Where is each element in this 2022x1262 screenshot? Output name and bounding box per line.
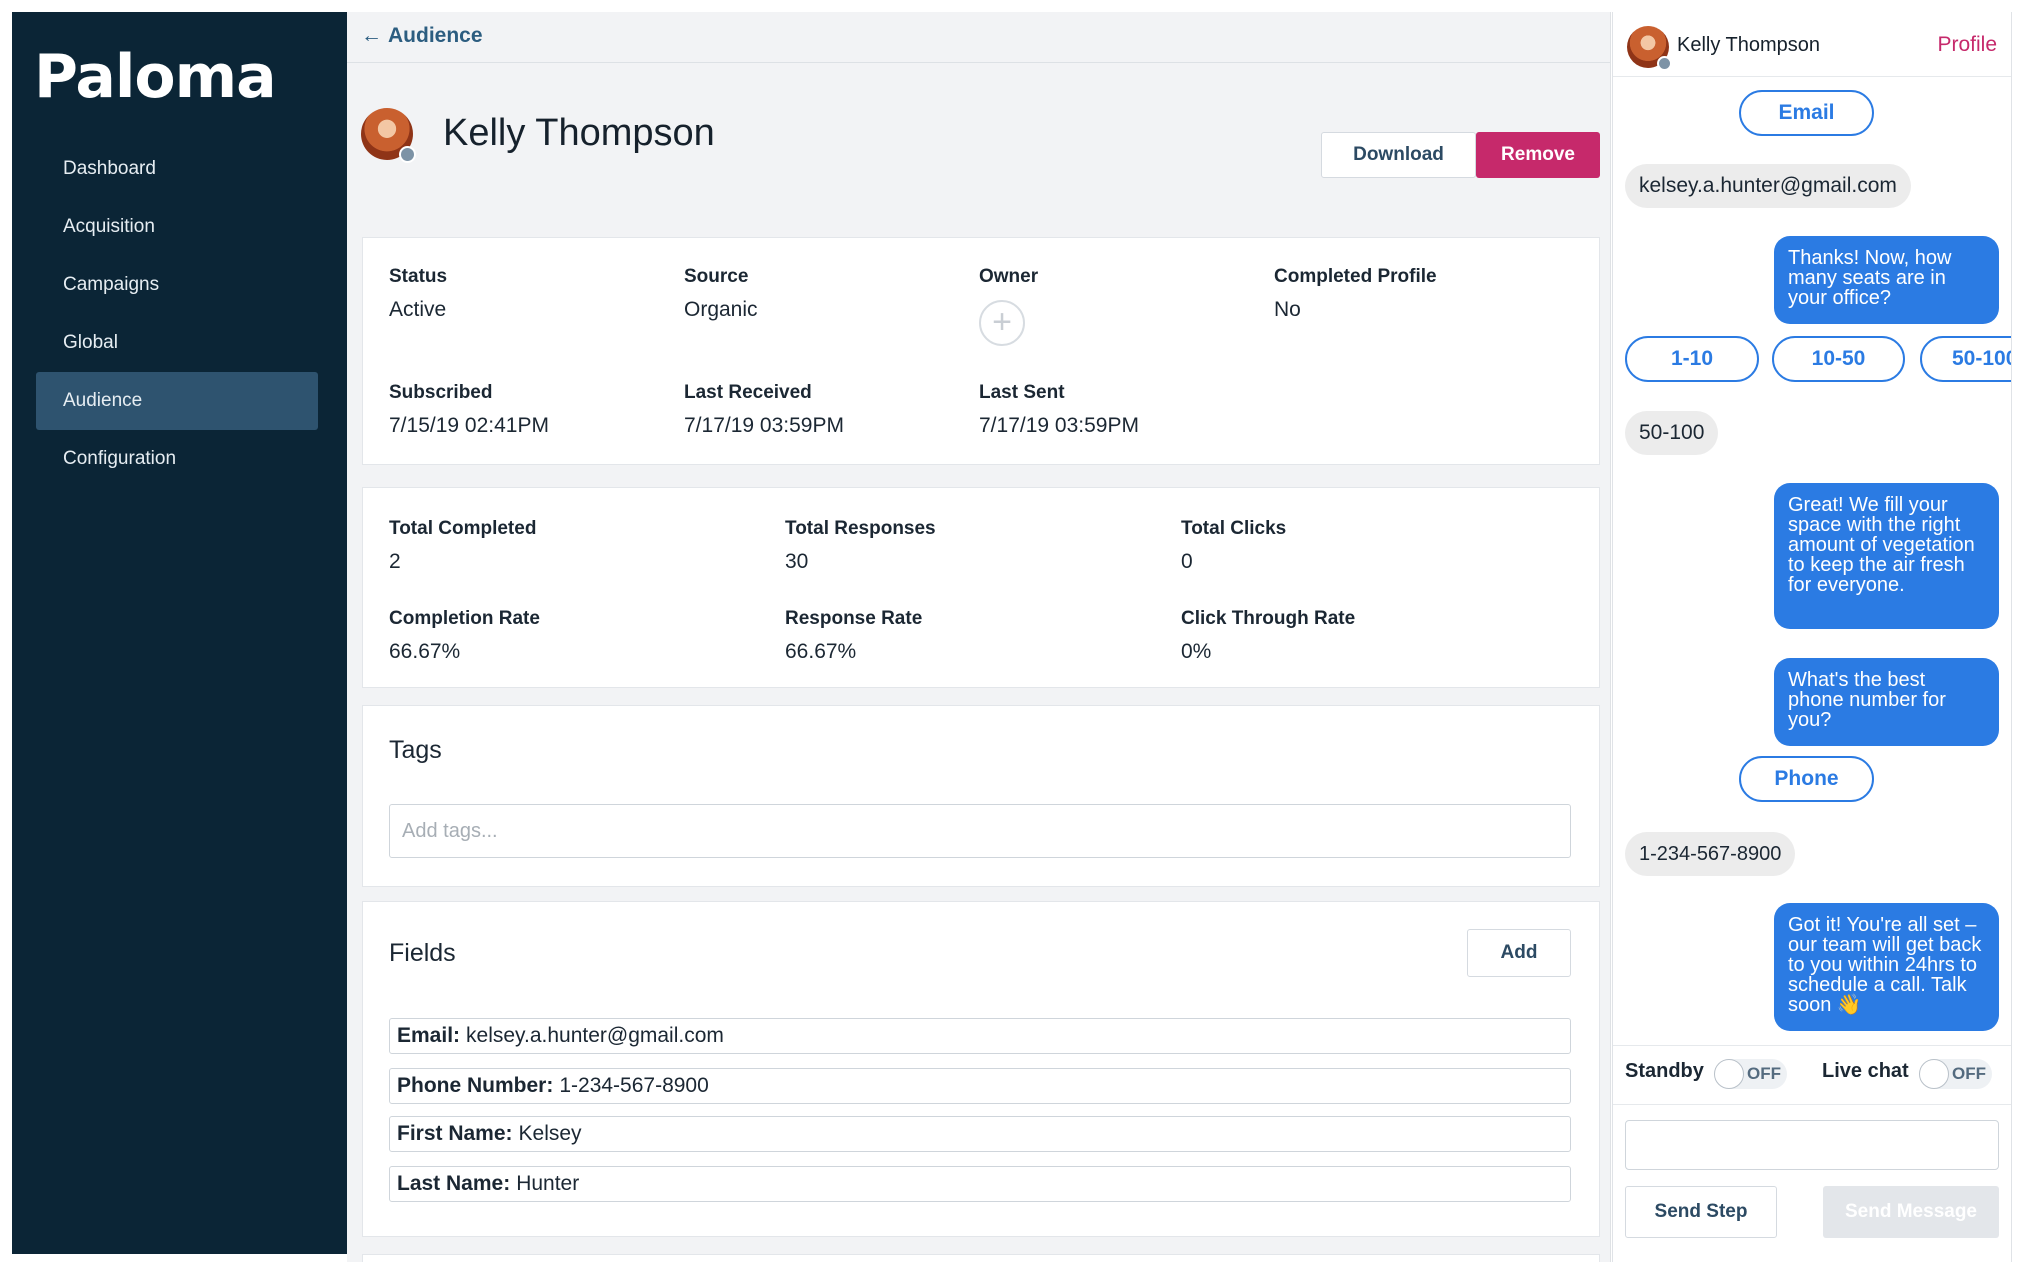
- fields-card: Fields Add Email: kelsey.a.hunter@gmail.c…: [362, 901, 1600, 1237]
- owner-label: Owner: [979, 266, 1039, 287]
- message-input[interactable]: [1625, 1120, 1999, 1170]
- bot-message-final: Got it! You're all set – our team will g…: [1774, 903, 1999, 1031]
- sidebar-item-dashboard[interactable]: Dashboard: [63, 158, 156, 179]
- user-reply-phone: 1-234-567-8900: [1625, 832, 1796, 876]
- sidebar-item-global[interactable]: Global: [63, 332, 118, 353]
- bot-message-phone: What's the best phone number for you?: [1774, 658, 1999, 746]
- phone-option-pill[interactable]: Phone: [1739, 756, 1874, 802]
- contact-avatar: [361, 108, 416, 163]
- status-label: Status: [389, 266, 448, 287]
- field-value: 1-234-567-8900: [559, 1074, 709, 1097]
- profile-link[interactable]: Profile: [1937, 33, 1997, 56]
- contact-name-title: Kelly Thompson: [443, 112, 715, 154]
- chat-header-divider: [1613, 76, 2011, 77]
- completion-rate-label: Completion Rate: [389, 608, 540, 629]
- field-key: Email:: [397, 1024, 461, 1047]
- field-value: Kelsey: [518, 1122, 582, 1145]
- sidebar-item-acquisition[interactable]: Acquisition: [63, 216, 155, 237]
- download-button[interactable]: Download: [1321, 132, 1476, 178]
- total-completed-value: 2: [389, 550, 401, 573]
- toggle-knob: [1919, 1059, 1949, 1089]
- add-field-button[interactable]: Add: [1467, 929, 1571, 977]
- user-reply-seats: 50-100: [1625, 411, 1719, 455]
- sidebar-item-configuration[interactable]: Configuration: [63, 448, 177, 469]
- field-row-phone[interactable]: Phone Number: 1-234-567-8900: [389, 1068, 1571, 1104]
- field-value: Hunter: [516, 1172, 580, 1195]
- contact-info-card: Status Active Source Organic Owner + Com…: [362, 237, 1600, 465]
- sidebar-nav: Dashboard Acquisition Campaigns Global A…: [36, 140, 318, 488]
- field-row-last-name[interactable]: Last Name: Hunter: [389, 1166, 1571, 1202]
- presence-indicator: [399, 146, 416, 163]
- field-key: Last Name:: [397, 1172, 511, 1195]
- field-key: First Name:: [397, 1122, 513, 1145]
- last-sent-label: Last Sent: [979, 382, 1065, 403]
- response-rate-label: Response Rate: [785, 608, 923, 629]
- back-to-audience-link[interactable]: ← Audience: [361, 24, 483, 48]
- source-value: Organic: [684, 298, 758, 321]
- click-through-rate-value: 0%: [1181, 640, 1212, 663]
- field-row-first-name[interactable]: First Name: Kelsey: [389, 1116, 1571, 1152]
- email-option-pill[interactable]: Email: [1739, 90, 1874, 136]
- subscribed-label: Subscribed: [389, 382, 493, 403]
- chat-contact-avatar: [1627, 26, 1672, 71]
- field-row-email[interactable]: Email: kelsey.a.hunter@gmail.com: [389, 1018, 1571, 1054]
- header-divider: [347, 62, 1610, 63]
- sidebar: Paloma Dashboard Acquisition Campaigns G…: [12, 12, 347, 1254]
- seat-option-10-50[interactable]: 10-50: [1772, 336, 1905, 382]
- fields-title: Fields: [389, 939, 456, 967]
- user-reply-email: kelsey.a.hunter@gmail.com: [1625, 164, 1911, 208]
- add-owner-icon[interactable]: +: [979, 300, 1025, 346]
- seat-option-50-100[interactable]: 50-100: [1920, 336, 2011, 382]
- toggle-state: OFF: [1952, 1064, 1986, 1083]
- completed-profile-value: No: [1274, 298, 1301, 321]
- total-clicks-label: Total Clicks: [1181, 518, 1287, 539]
- next-card: [362, 1254, 1600, 1262]
- arrow-left-icon: ←: [361, 24, 382, 47]
- remove-button[interactable]: Remove: [1476, 132, 1600, 178]
- status-value: Active: [389, 298, 447, 321]
- toggle-state: OFF: [1747, 1064, 1781, 1083]
- field-key: Phone Number:: [397, 1074, 554, 1097]
- chat-input-divider: [1613, 1104, 2011, 1105]
- tags-card: Tags: [362, 705, 1600, 887]
- bot-message-seats: Thanks! Now, how many seats are in your …: [1774, 236, 1999, 324]
- response-rate-value: 66.67%: [785, 640, 857, 663]
- send-step-button[interactable]: Send Step: [1625, 1186, 1777, 1238]
- last-received-value: 7/17/19 03:59PM: [684, 414, 844, 437]
- source-label: Source: [684, 266, 749, 287]
- click-through-rate-label: Click Through Rate: [1181, 608, 1356, 629]
- chat-panel: Kelly Thompson Profile Email kelsey.a.hu…: [1612, 12, 2012, 1262]
- field-value: kelsey.a.hunter@gmail.com: [466, 1024, 724, 1047]
- main-content: ← Audience Kelly Thompson Download Remove…: [347, 12, 1611, 1262]
- sidebar-item-campaigns[interactable]: Campaigns: [63, 274, 160, 295]
- seat-option-1-10[interactable]: 1-10: [1625, 336, 1759, 382]
- standby-label: Standby: [1625, 1060, 1704, 1082]
- last-sent-value: 7/17/19 03:59PM: [979, 414, 1139, 437]
- sidebar-item-audience[interactable]: Audience: [36, 372, 318, 430]
- live-chat-toggle[interactable]: OFF: [1919, 1059, 1992, 1089]
- total-responses-label: Total Responses: [785, 518, 936, 539]
- last-received-label: Last Received: [684, 382, 812, 403]
- tags-title: Tags: [389, 736, 442, 764]
- completed-profile-label: Completed Profile: [1274, 266, 1437, 287]
- total-responses-value: 30: [785, 550, 809, 573]
- standby-toggle[interactable]: OFF: [1714, 1059, 1787, 1089]
- toggle-knob: [1714, 1059, 1744, 1089]
- send-message-button[interactable]: Send Message: [1823, 1186, 1999, 1238]
- tags-input[interactable]: [389, 804, 1571, 858]
- total-clicks-value: 0: [1181, 550, 1193, 573]
- stats-card: Total Completed 2 Total Responses 30 Tot…: [362, 487, 1600, 688]
- subscribed-value: 7/15/19 02:41PM: [389, 414, 549, 437]
- chat-contact-name: Kelly Thompson: [1677, 34, 1821, 56]
- paloma-logo[interactable]: Paloma: [34, 42, 277, 112]
- completion-rate-value: 66.67%: [389, 640, 461, 663]
- bot-message-vegetation: Great! We fill your space with the right…: [1774, 483, 1999, 629]
- back-link-label: Audience: [388, 24, 483, 47]
- chat-controls-divider: [1613, 1045, 2011, 1046]
- presence-indicator: [1657, 56, 1672, 71]
- total-completed-label: Total Completed: [389, 518, 537, 539]
- live-chat-label: Live chat: [1822, 1060, 1909, 1082]
